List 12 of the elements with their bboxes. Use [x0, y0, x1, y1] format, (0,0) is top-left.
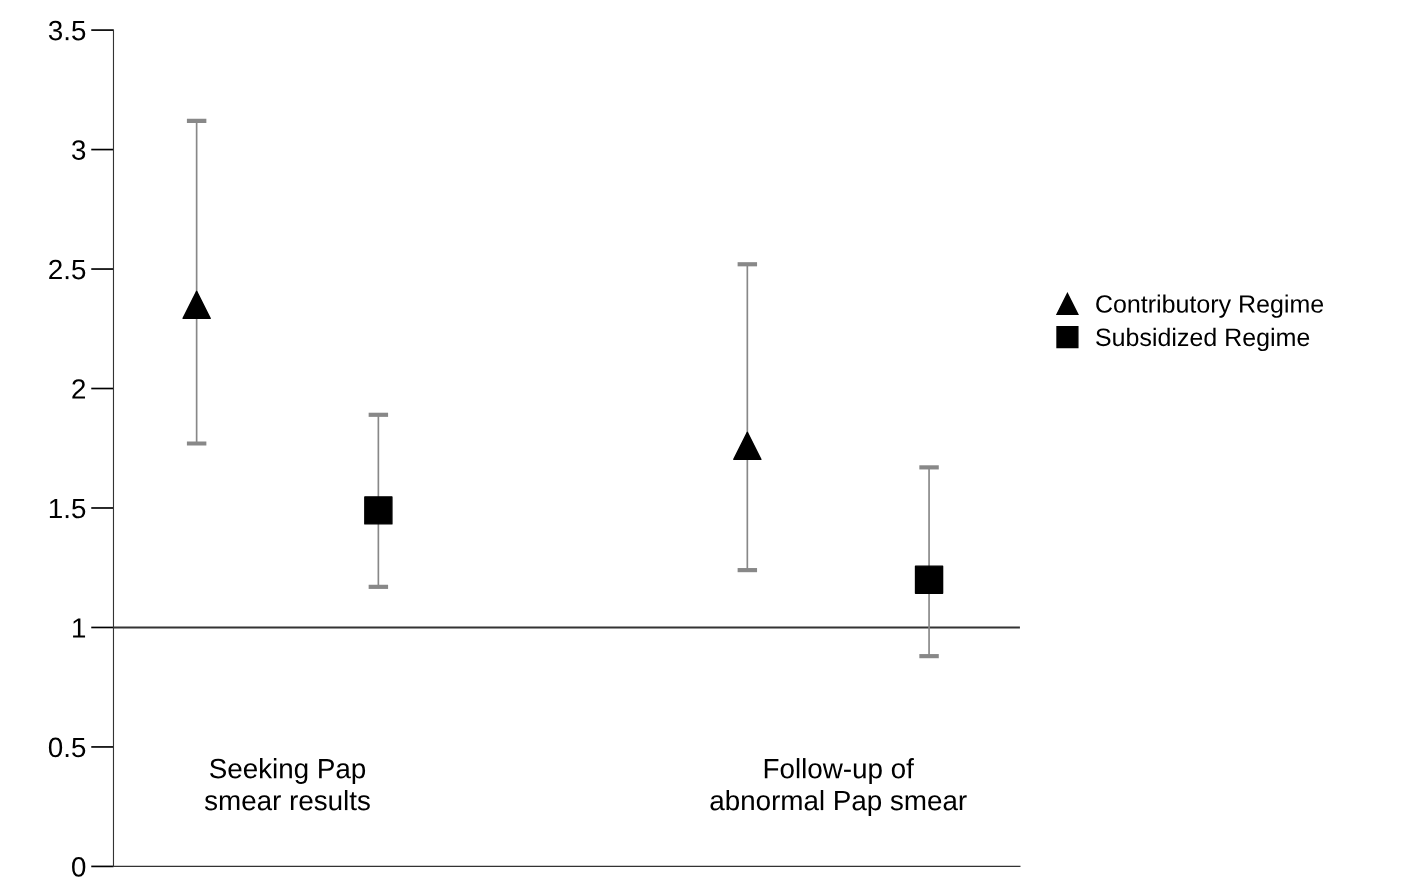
y-tick-label: 3 [72, 140, 86, 160]
x-tick-label: Seeking Pap smear results [204, 758, 370, 811]
y-tick-label: 2.5 [49, 259, 86, 280]
y-tick-label: 2 [72, 379, 85, 399]
x-tick-label: Follow-up of abnormal Pap smear [710, 758, 967, 816]
legend-label: Subsidized Regime [1096, 327, 1310, 352]
y-tick-label: 0 [72, 857, 86, 877]
y-tick-label: 0.5 [48, 737, 86, 758]
y-tick-label: 1 [73, 618, 86, 638]
y-tick-label: 1.5 [49, 498, 86, 519]
y-tick-label: 3.5 [48, 20, 86, 41]
legend-label: Contributory Regime [1096, 294, 1324, 318]
